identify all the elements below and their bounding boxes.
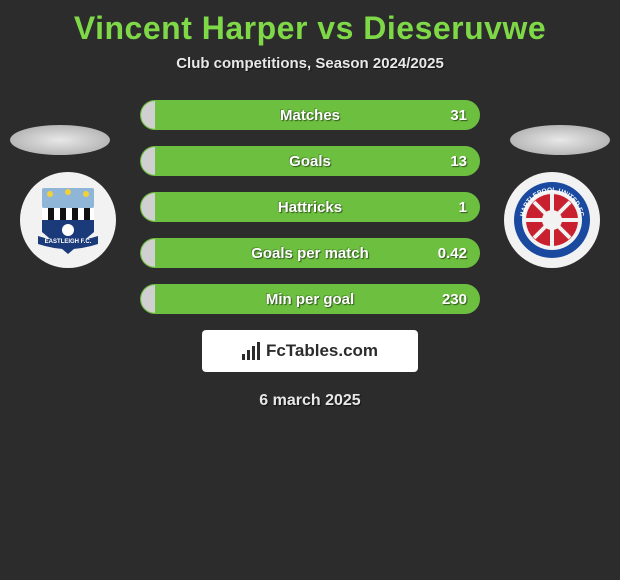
stat-row: Goals13 bbox=[140, 146, 480, 176]
date-label: 6 march 2025 bbox=[0, 392, 620, 410]
subtitle: Club competitions, Season 2024/2025 bbox=[0, 55, 620, 72]
stat-row: Matches31 bbox=[140, 100, 480, 130]
player-badge-left bbox=[10, 125, 110, 155]
stat-value-right: 0.42 bbox=[426, 239, 479, 267]
stat-row: Min per goal230 bbox=[140, 284, 480, 314]
page-title: Vincent Harper vs Dieseruvwe bbox=[0, 0, 620, 47]
player-badge-right bbox=[510, 125, 610, 155]
stat-label: Min per goal bbox=[141, 285, 479, 313]
club-crest-right: HARTLEPOOL UNITED FC bbox=[504, 172, 600, 268]
club-crest-left: EASTLEIGH F.C. bbox=[20, 172, 116, 268]
stat-value-right: 13 bbox=[438, 147, 479, 175]
logo-text: FcTables.com bbox=[266, 341, 378, 361]
stats-list: Matches31 Goals13 Hattricks1 Goals per matc… bbox=[140, 100, 480, 314]
stat-value-right: 31 bbox=[438, 101, 479, 129]
stat-label: Hattricks bbox=[141, 193, 479, 221]
bars-icon bbox=[242, 342, 260, 360]
wheel-icon: HARTLEPOOL UNITED FC bbox=[512, 180, 592, 260]
svg-text:EASTLEIGH F.C.: EASTLEIGH F.C. bbox=[45, 239, 92, 245]
stat-row: Hattricks1 bbox=[140, 192, 480, 222]
stat-label: Matches bbox=[141, 101, 479, 129]
stat-value-right: 1 bbox=[447, 193, 479, 221]
fctables-logo: FcTables.com bbox=[202, 330, 418, 372]
stat-row: Goals per match0.42 bbox=[140, 238, 480, 268]
stat-value-right: 230 bbox=[430, 285, 479, 313]
stat-label: Goals bbox=[141, 147, 479, 175]
shield-icon: EASTLEIGH F.C. bbox=[28, 180, 108, 260]
